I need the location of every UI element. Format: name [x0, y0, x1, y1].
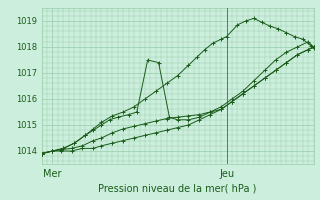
X-axis label: Pression niveau de la mer( hPa ): Pression niveau de la mer( hPa ) — [99, 183, 257, 193]
